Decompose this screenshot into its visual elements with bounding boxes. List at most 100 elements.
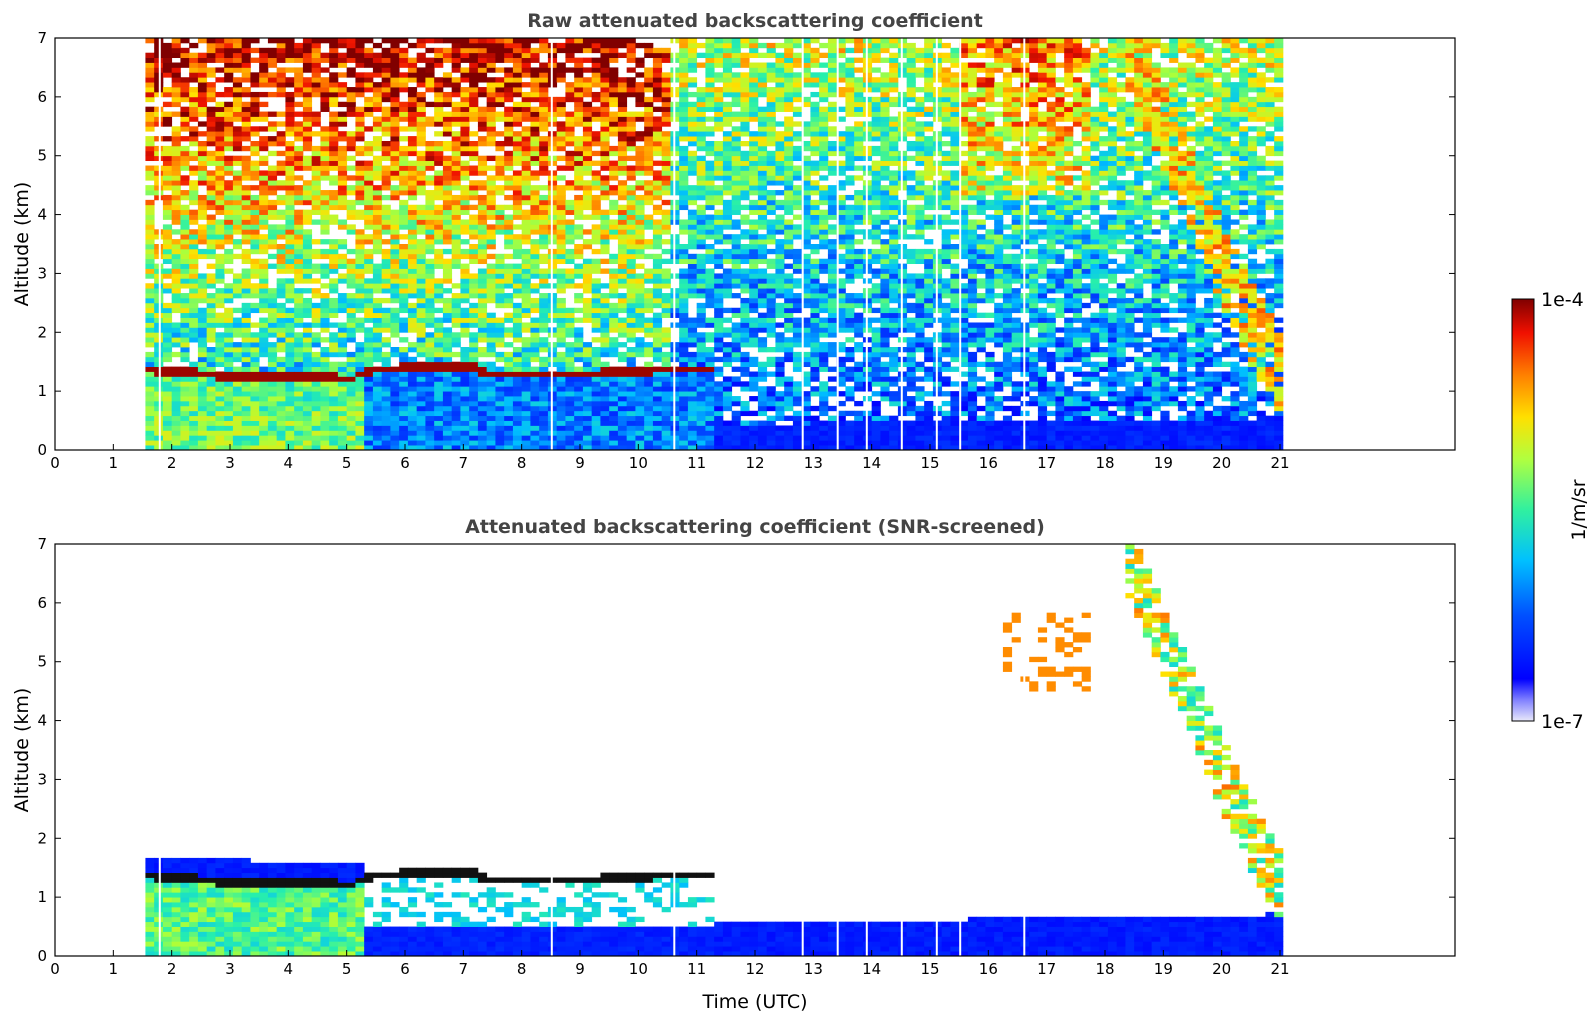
heatmap-cell	[442, 239, 453, 245]
heatmap-cell	[311, 77, 321, 83]
heatmap-cell	[512, 82, 523, 88]
heatmap-cell	[740, 361, 750, 368]
heatmap-cell	[460, 430, 470, 436]
heatmap-cell	[539, 307, 549, 314]
heatmap-cell	[582, 283, 593, 289]
heatmap-cell	[512, 72, 523, 78]
heatmap-cell	[189, 62, 199, 68]
heatmap-cell	[591, 234, 601, 240]
heatmap-cell	[171, 405, 181, 412]
heatmap-cell	[600, 342, 610, 348]
heatmap-cell	[600, 312, 610, 318]
heatmap-cell	[495, 57, 505, 63]
heatmap-cell	[644, 347, 654, 353]
heatmap-cell	[215, 204, 225, 211]
heatmap-cell	[189, 72, 199, 78]
heatmap-cell	[442, 307, 453, 314]
heatmap-cell	[145, 136, 155, 142]
heatmap-cell	[521, 199, 531, 206]
heatmap-cell	[364, 62, 374, 68]
heatmap-cell	[749, 229, 759, 235]
heatmap-cell	[285, 337, 295, 343]
heatmap-cell	[390, 42, 400, 49]
heatmap-cell	[635, 248, 645, 255]
heatmap-cell	[591, 248, 601, 255]
heatmap-cell	[215, 239, 225, 245]
heatmap-cell	[565, 342, 575, 348]
heatmap-cell	[504, 87, 514, 93]
heatmap-cell	[495, 101, 505, 108]
heatmap-cell	[189, 435, 199, 441]
heatmap-cell	[154, 356, 164, 363]
heatmap-cell	[635, 209, 645, 215]
heatmap-cell	[442, 38, 453, 44]
heatmap-cell	[407, 209, 418, 215]
heatmap-cell	[574, 170, 584, 176]
heatmap-cell	[154, 194, 164, 201]
heatmap-cell	[574, 214, 584, 220]
heatmap-cell	[267, 445, 278, 451]
heatmap-cell	[294, 77, 304, 83]
heatmap-cell	[644, 425, 654, 431]
heatmap-cell	[451, 204, 461, 211]
heatmap-cell	[530, 386, 540, 392]
heatmap-cell	[731, 219, 741, 225]
heatmap-cell	[329, 204, 339, 211]
heatmap-cell	[626, 293, 636, 299]
heatmap-cell	[346, 405, 356, 412]
heatmap-cell	[591, 42, 601, 49]
heatmap-cell	[565, 229, 575, 235]
heatmap-cell	[539, 185, 549, 191]
heatmap-cell	[512, 410, 523, 417]
heatmap-cell	[162, 72, 173, 78]
heatmap-cell	[259, 101, 269, 108]
heatmap-cell	[250, 126, 260, 132]
heatmap-cell	[145, 72, 155, 78]
heatmap-cell	[162, 425, 173, 431]
heatmap-cell	[661, 141, 671, 147]
heatmap-cell	[215, 430, 225, 436]
heatmap-cell	[539, 199, 549, 206]
heatmap-cell	[372, 263, 383, 269]
heatmap-cell	[582, 77, 593, 83]
heatmap-cell	[189, 361, 199, 368]
heatmap-cell	[399, 47, 409, 54]
heatmap-cell	[521, 141, 531, 147]
heatmap-cell	[154, 52, 164, 59]
heatmap-cell	[381, 400, 391, 407]
heatmap-cell	[617, 332, 628, 338]
heatmap-cell	[434, 396, 444, 402]
heatmap-cell	[259, 445, 269, 451]
heatmap-cell	[504, 273, 514, 279]
heatmap-cell	[434, 52, 444, 59]
heatmap-cell	[539, 67, 549, 73]
heatmap-cell	[407, 347, 418, 353]
heatmap-cell	[407, 366, 418, 372]
heatmap-cell	[276, 302, 286, 309]
heatmap-cell	[635, 263, 645, 269]
heatmap-cell	[749, 317, 759, 323]
heatmap-cell	[635, 391, 645, 397]
heatmap-cell	[267, 38, 278, 44]
heatmap-cell	[635, 62, 645, 68]
heatmap-cell	[407, 307, 418, 314]
heatmap-cell	[320, 302, 330, 309]
heatmap-cell	[679, 229, 689, 235]
heatmap-cell	[302, 342, 313, 348]
heatmap-cell	[276, 121, 286, 127]
heatmap-cell	[644, 67, 654, 73]
heatmap-cell	[442, 101, 453, 108]
heatmap-cell	[652, 126, 663, 132]
heatmap-cell	[679, 430, 689, 436]
heatmap-cell	[285, 435, 295, 441]
heatmap-cell	[644, 194, 654, 201]
heatmap-cell	[512, 347, 523, 353]
heatmap-cell	[162, 136, 173, 142]
heatmap-cell	[154, 332, 164, 338]
heatmap-cell	[591, 62, 601, 68]
heatmap-cell	[425, 440, 435, 446]
heatmap-cell	[705, 116, 715, 122]
heatmap-cell	[171, 297, 181, 304]
heatmap-cell	[276, 322, 286, 328]
heatmap-cell	[477, 332, 488, 338]
